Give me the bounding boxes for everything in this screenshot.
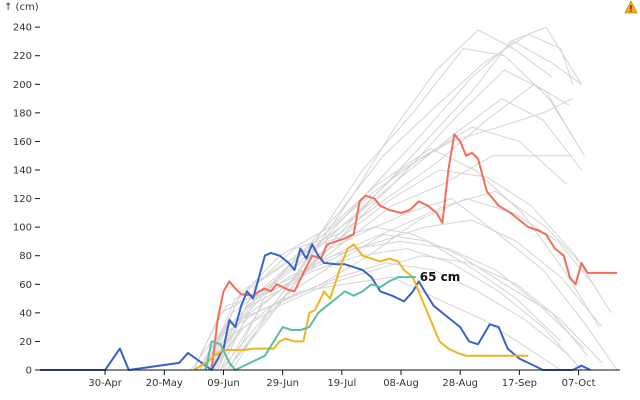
x-tick-label: 28-Aug bbox=[442, 378, 478, 389]
y-tick-label: 180 bbox=[13, 108, 32, 119]
x-tick-label: 20-May bbox=[146, 378, 183, 389]
background-series-line-11 bbox=[231, 98, 573, 371]
background-series-line-19 bbox=[214, 169, 612, 371]
y-tick-label: 40 bbox=[19, 308, 32, 319]
axis-layer: ↑ (cm) 0 20 40 60 80 100 120 140 160 180 200 220 240… bbox=[4, 2, 620, 389]
y-tick-label: 140 bbox=[13, 166, 32, 177]
y-tick-label: 240 bbox=[13, 23, 32, 34]
x-tick-label: 09-Jun bbox=[207, 378, 240, 389]
current-value-label: 65 cm bbox=[420, 270, 461, 284]
warning-icon[interactable] bbox=[624, 0, 638, 14]
background-series-line-16 bbox=[205, 126, 568, 371]
x-tick-label: 08-Aug bbox=[383, 378, 419, 389]
y-tick-label: 0 bbox=[26, 366, 32, 377]
y-tick-label: 120 bbox=[13, 194, 32, 205]
background-series-line-18 bbox=[193, 240, 585, 371]
background-series-line-15 bbox=[211, 233, 562, 371]
background-series-line-2 bbox=[202, 40, 582, 371]
y-tick-label: 80 bbox=[19, 251, 32, 262]
highlighted-series-layer bbox=[40, 133, 617, 371]
background-series-line-20 bbox=[208, 219, 603, 371]
y-tick-label: 200 bbox=[13, 80, 32, 91]
x-tick-label: 07-Oct bbox=[562, 378, 596, 389]
y-tick-label: 100 bbox=[13, 223, 32, 234]
x-tick-label: 29-Jun bbox=[266, 378, 299, 389]
y-tick-label: 160 bbox=[13, 137, 32, 148]
x-tick-label: 17-Sep bbox=[502, 378, 537, 389]
background-series-line-3 bbox=[226, 69, 577, 371]
background-series-line-4 bbox=[199, 248, 582, 371]
y-axis-unit-label: ↑ (cm) bbox=[4, 2, 39, 13]
background-series-layer bbox=[190, 26, 618, 371]
background-series-line-9 bbox=[199, 198, 594, 371]
background-series-line-21 bbox=[220, 98, 582, 371]
annotation-layer: 65 cm bbox=[420, 270, 461, 284]
background-series-line-17 bbox=[228, 48, 585, 371]
highlighted-series-line-0 bbox=[210, 133, 617, 371]
background-series-line-13 bbox=[217, 83, 570, 371]
highlighted-series-line-2 bbox=[193, 243, 529, 371]
highlighted-series-line-1 bbox=[40, 243, 591, 371]
y-tick-label: 60 bbox=[19, 280, 32, 291]
y-tick-label: 20 bbox=[19, 337, 32, 348]
background-series-line-23 bbox=[226, 26, 582, 371]
background-series-line-12 bbox=[202, 262, 571, 371]
x-tick-label: 19-Jul bbox=[327, 378, 356, 389]
highlighted-series-line-3 bbox=[204, 276, 416, 371]
x-tick-label: 30-Apr bbox=[88, 378, 122, 389]
y-tick-label: 220 bbox=[13, 51, 32, 62]
background-series-line-8 bbox=[220, 29, 553, 371]
